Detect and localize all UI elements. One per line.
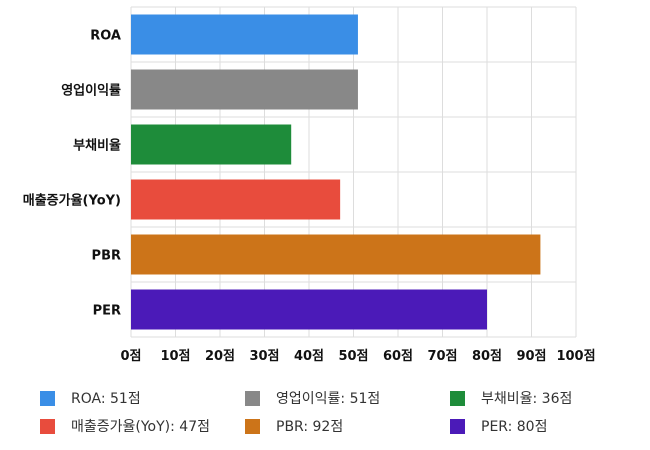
legend-swatch-debt-ratio [450,390,465,406]
bar[interactable] [131,234,541,275]
legend-swatch-operating-margin [245,390,260,406]
legend-item-per[interactable]: PER: 80점 [450,416,547,436]
x-tick-label: 0점 [120,349,141,364]
legend-swatch-per [450,418,465,434]
legend-swatch-revenue-growth [40,418,55,434]
x-tick-label: 40점 [294,349,324,364]
x-tick-label: 20점 [205,349,235,364]
bar[interactable] [131,289,487,330]
bar[interactable] [131,69,358,110]
legend-label-revenue-growth: 매출증가율(YoY): 47점 [71,419,210,435]
legend-item-pbr[interactable]: PBR: 92점 [245,416,343,436]
x-tick-label: 80점 [472,349,502,364]
x-tick-label: 10점 [160,349,190,364]
x-tick-label: 30점 [249,349,279,364]
x-tick-label: 90점 [516,349,546,364]
x-axis-ticks: 0점 10점 20점 30점 40점 50점 60점 70점 80점 90점 100점 [120,349,595,364]
legend-label-roa: ROA: 51점 [71,391,141,407]
bar[interactable] [131,124,292,165]
category-label: ROA [90,29,121,44]
legend-item-debt-ratio[interactable]: 부채비율: 36점 [450,388,572,408]
bar[interactable] [131,179,341,220]
x-tick-label: 70점 [427,349,457,364]
legend-item-revenue-growth[interactable]: 매출증가율(YoY): 47점 [40,416,210,436]
x-tick-label: 60점 [383,349,413,364]
x-tick-label: 50점 [338,349,368,364]
category-label: 부채비율 [73,138,121,154]
legend-item-roa[interactable]: ROA: 51점 [40,388,141,408]
category-label: 영업이익률 [61,83,121,99]
legend-swatch-roa [40,390,55,406]
legend-label-debt-ratio: 부채비율: 36점 [481,391,573,407]
bar[interactable] [131,14,358,55]
category-label: PBR [92,249,121,264]
legend-label-per: PER: 80점 [481,419,548,435]
legend-swatch-pbr [245,418,260,434]
legend-item-operating-margin[interactable]: 영업이익률: 51점 [245,388,380,408]
grid [130,6,577,338]
x-tick-label: 100점 [556,349,595,364]
legend-label-operating-margin: 영업이익률: 51점 [276,391,381,407]
legend-label-pbr: PBR: 92점 [276,419,344,435]
category-label: 매출증가율(YoY) [23,193,121,209]
category-label: PER [93,304,121,319]
bars [131,14,541,330]
